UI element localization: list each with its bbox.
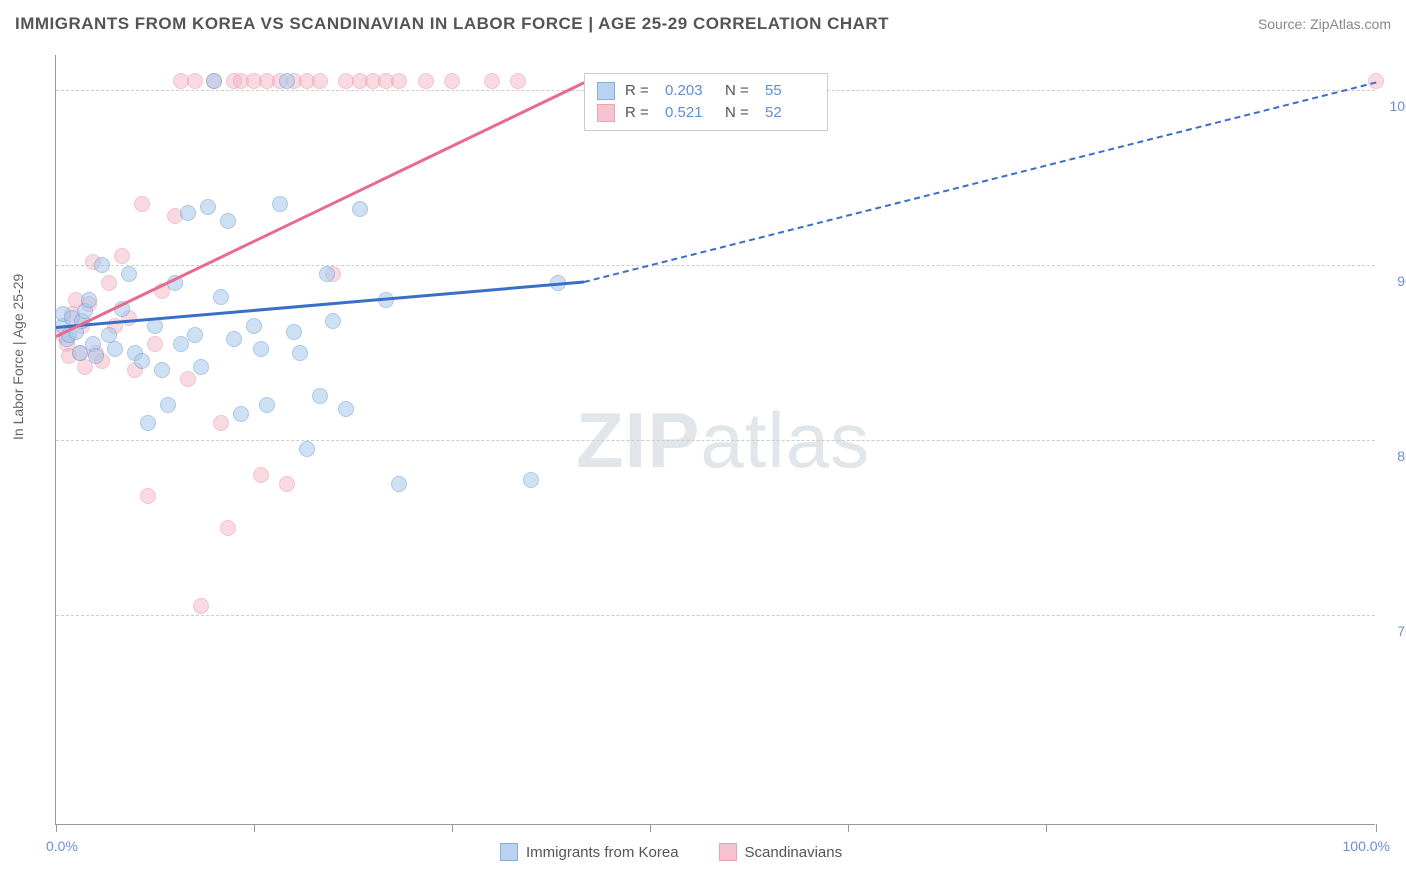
data-point-scan [253,467,269,483]
y-tick-label: 80.0% [1397,448,1406,464]
data-point-korea [253,341,269,357]
gridline [56,265,1375,266]
legend-swatch-scan [719,843,737,861]
x-tick [1376,824,1377,832]
data-point-korea [147,318,163,334]
x-label-left: 0.0% [46,838,78,854]
stat-swatch [597,82,615,100]
y-tick-label: 70.0% [1397,623,1406,639]
data-point-korea [391,476,407,492]
data-point-korea [200,199,216,215]
x-tick [650,824,651,832]
data-point-korea [286,324,302,340]
legend-label-korea: Immigrants from Korea [526,844,679,861]
data-point-korea [233,406,249,422]
data-point-scan [187,73,203,89]
y-axis-title: In Labor Force | Age 25-29 [10,274,26,440]
data-point-korea [187,327,203,343]
y-tick-label: 90.0% [1397,273,1406,289]
trendline [55,81,584,337]
data-point-korea [134,353,150,369]
data-point-scan [114,248,130,264]
stat-r-label: R = [625,82,655,99]
data-point-scan [180,371,196,387]
x-tick [254,824,255,832]
data-point-korea [259,397,275,413]
stat-r-label: R = [625,104,655,121]
data-point-scan [213,415,229,431]
stat-box: R = 0.203 N = 55 R = 0.521 N = 52 [584,73,828,131]
data-point-korea [193,359,209,375]
gridline [56,440,1375,441]
x-tick [452,824,453,832]
stat-n-label: N = [725,82,755,99]
data-point-scan [193,598,209,614]
data-point-korea [325,313,341,329]
data-point-korea [338,401,354,417]
data-point-korea [292,345,308,361]
stat-n-value: 52 [765,104,815,121]
x-tick [56,824,57,832]
data-point-korea [299,441,315,457]
data-point-korea [140,415,156,431]
data-point-korea [246,318,262,334]
data-point-scan [1368,73,1384,89]
stat-row-scan: R = 0.521 N = 52 [597,102,815,124]
data-point-scan [140,488,156,504]
data-point-scan [279,476,295,492]
data-point-korea [88,348,104,364]
data-point-korea [352,201,368,217]
data-point-korea [154,362,170,378]
data-point-korea [94,257,110,273]
x-tick [848,824,849,832]
legend-swatch-korea [500,843,518,861]
data-point-scan [484,73,500,89]
data-point-korea [180,205,196,221]
data-point-korea [312,388,328,404]
data-point-korea [220,213,236,229]
x-label-right: 100.0% [1343,838,1390,854]
chart-header: IMMIGRANTS FROM KOREA VS SCANDINAVIAN IN… [15,14,1391,34]
chart-title: IMMIGRANTS FROM KOREA VS SCANDINAVIAN IN… [15,14,889,34]
data-point-scan [391,73,407,89]
data-point-scan [312,73,328,89]
data-point-korea [206,73,222,89]
legend-bottom: Immigrants from Korea Scandinavians [500,843,842,861]
data-point-korea [272,196,288,212]
chart-source: Source: ZipAtlas.com [1258,16,1391,32]
data-point-korea [226,331,242,347]
data-point-scan [101,275,117,291]
data-point-scan [418,73,434,89]
stat-r-value: 0.203 [665,82,715,99]
stat-swatch [597,104,615,122]
stat-n-value: 55 [765,82,815,99]
data-point-scan [134,196,150,212]
data-point-korea [523,472,539,488]
data-point-scan [147,336,163,352]
x-tick [1046,824,1047,832]
data-point-korea [81,292,97,308]
data-point-scan [510,73,526,89]
gridline [56,615,1375,616]
trendline [56,281,584,329]
legend-item-scan: Scandinavians [719,843,843,861]
data-point-scan [444,73,460,89]
y-tick-label: 100.0% [1390,98,1406,114]
data-point-korea [279,73,295,89]
stat-row-korea: R = 0.203 N = 55 [597,80,815,102]
stat-r-value: 0.521 [665,104,715,121]
data-point-korea [121,266,137,282]
legend-item-korea: Immigrants from Korea [500,843,679,861]
data-point-korea [160,397,176,413]
data-point-korea [107,341,123,357]
data-point-scan [220,520,236,536]
legend-label-scan: Scandinavians [745,844,843,861]
data-point-korea [213,289,229,305]
stat-n-label: N = [725,104,755,121]
chart-plot-area: ZIPatlas 70.0%80.0%90.0%100.0%0.0%100.0%… [55,55,1375,825]
data-point-korea [319,266,335,282]
